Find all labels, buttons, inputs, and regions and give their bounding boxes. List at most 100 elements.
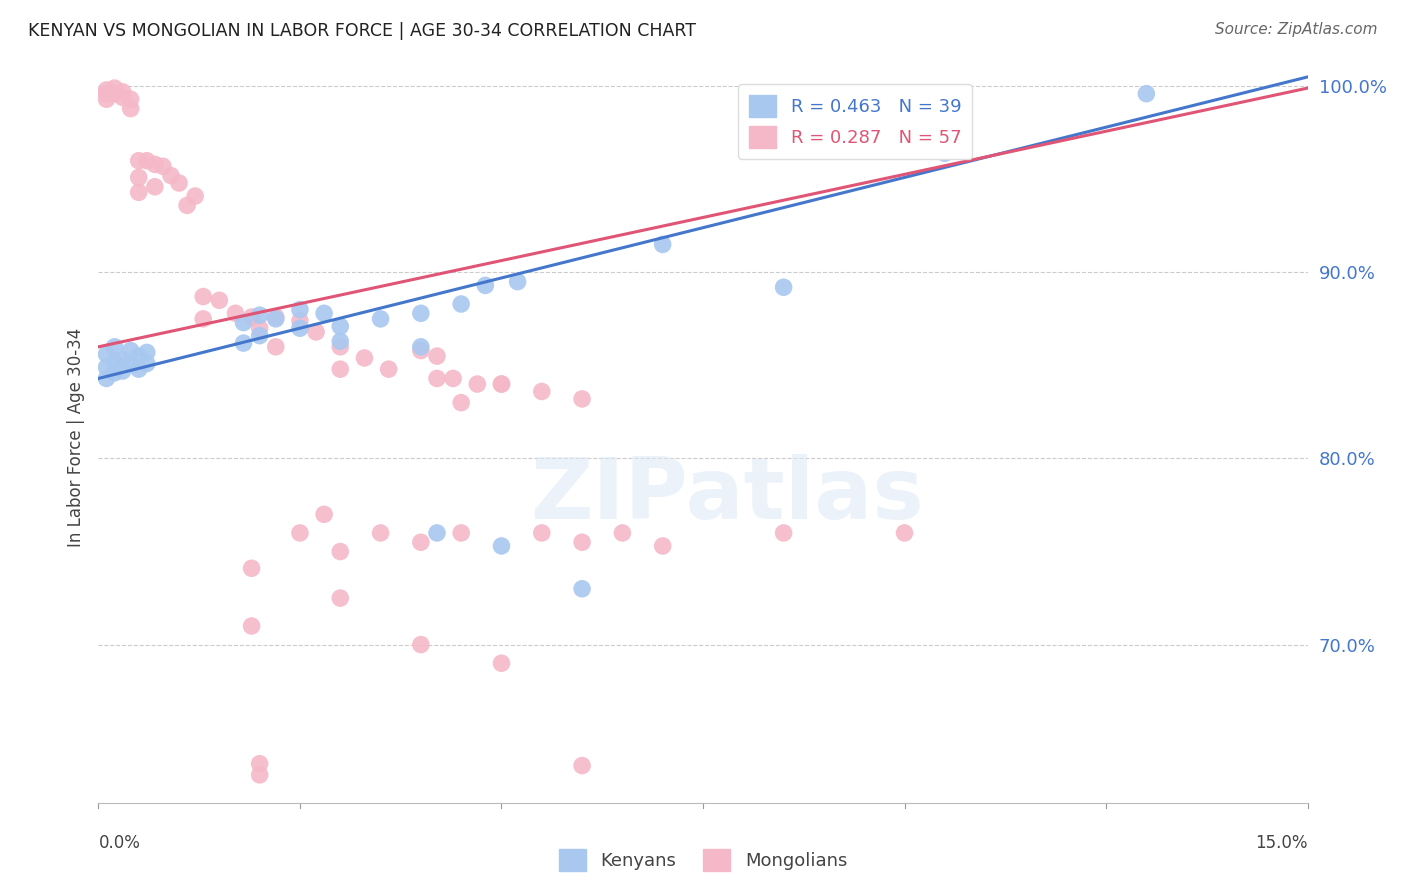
Point — [232, 316, 254, 330]
Point — [103, 366, 125, 380]
Point — [128, 362, 150, 376]
Point — [772, 525, 794, 540]
Point — [426, 525, 449, 540]
Point — [103, 354, 125, 368]
Point — [772, 280, 794, 294]
Point — [111, 364, 134, 378]
Point — [128, 186, 150, 200]
Point — [329, 340, 352, 354]
Point — [152, 159, 174, 173]
Point — [224, 306, 246, 320]
Point — [450, 297, 472, 311]
Point — [571, 535, 593, 549]
Point — [450, 525, 472, 540]
Point — [120, 343, 142, 358]
Point — [426, 349, 449, 363]
Point — [288, 314, 311, 328]
Text: 15.0%: 15.0% — [1256, 834, 1308, 852]
Point — [409, 535, 432, 549]
Point — [240, 619, 263, 633]
Point — [612, 525, 634, 540]
Point — [232, 336, 254, 351]
Point — [314, 306, 336, 320]
Point — [96, 83, 118, 97]
Point — [651, 237, 673, 252]
Point — [96, 360, 118, 375]
Point — [329, 334, 352, 349]
Point — [530, 384, 553, 399]
Point — [128, 349, 150, 363]
Point — [96, 87, 118, 101]
Point — [249, 328, 271, 343]
Point — [193, 312, 215, 326]
Point — [184, 189, 207, 203]
Point — [571, 582, 593, 596]
Point — [240, 310, 263, 324]
Point — [571, 392, 593, 406]
Point — [651, 539, 673, 553]
Point — [135, 345, 157, 359]
Point — [377, 362, 399, 376]
Text: KENYAN VS MONGOLIAN IN LABOR FORCE | AGE 30-34 CORRELATION CHART: KENYAN VS MONGOLIAN IN LABOR FORCE | AGE… — [28, 22, 696, 40]
Point — [249, 768, 271, 782]
Point — [120, 357, 142, 371]
Point — [135, 357, 157, 371]
Point — [96, 371, 118, 385]
Point — [288, 321, 311, 335]
Point — [167, 176, 190, 190]
Point — [249, 321, 271, 335]
Point — [120, 102, 142, 116]
Point — [409, 343, 432, 358]
Point — [96, 347, 118, 361]
Point — [370, 312, 392, 326]
Point — [264, 340, 287, 354]
Point — [128, 170, 150, 185]
Point — [143, 179, 166, 194]
Point — [426, 371, 449, 385]
Point — [465, 377, 488, 392]
Point — [208, 293, 231, 308]
Point — [288, 302, 311, 317]
Point — [353, 351, 375, 365]
Point — [193, 289, 215, 303]
Point — [506, 275, 529, 289]
Point — [96, 92, 118, 106]
Point — [264, 312, 287, 326]
Point — [491, 539, 513, 553]
Point — [491, 377, 513, 392]
Y-axis label: In Labor Force | Age 30-34: In Labor Force | Age 30-34 — [66, 327, 84, 547]
Point — [143, 157, 166, 171]
Point — [120, 92, 142, 106]
Point — [409, 638, 432, 652]
Text: Source: ZipAtlas.com: Source: ZipAtlas.com — [1215, 22, 1378, 37]
Point — [111, 90, 134, 104]
Point — [409, 340, 432, 354]
Point — [329, 319, 352, 334]
Point — [305, 325, 328, 339]
Text: 0.0%: 0.0% — [98, 834, 141, 852]
Point — [103, 87, 125, 101]
Point — [329, 362, 352, 376]
Point — [329, 544, 352, 558]
Point — [1135, 87, 1157, 101]
Point — [176, 198, 198, 212]
Point — [491, 657, 513, 671]
Point — [370, 525, 392, 540]
Text: ZIPatlas: ZIPatlas — [530, 454, 924, 537]
Point — [530, 525, 553, 540]
Point — [103, 81, 125, 95]
Point — [103, 340, 125, 354]
Point — [409, 306, 432, 320]
Point — [329, 591, 352, 605]
Point — [450, 395, 472, 409]
Point — [264, 310, 287, 324]
Point — [314, 508, 336, 522]
Point — [474, 278, 496, 293]
Legend: Kenyans, Mongolians: Kenyans, Mongolians — [551, 841, 855, 878]
Point — [441, 371, 464, 385]
Point — [160, 169, 183, 183]
Point — [128, 153, 150, 168]
Point — [934, 146, 956, 161]
Point — [111, 85, 134, 99]
Point — [111, 352, 134, 367]
